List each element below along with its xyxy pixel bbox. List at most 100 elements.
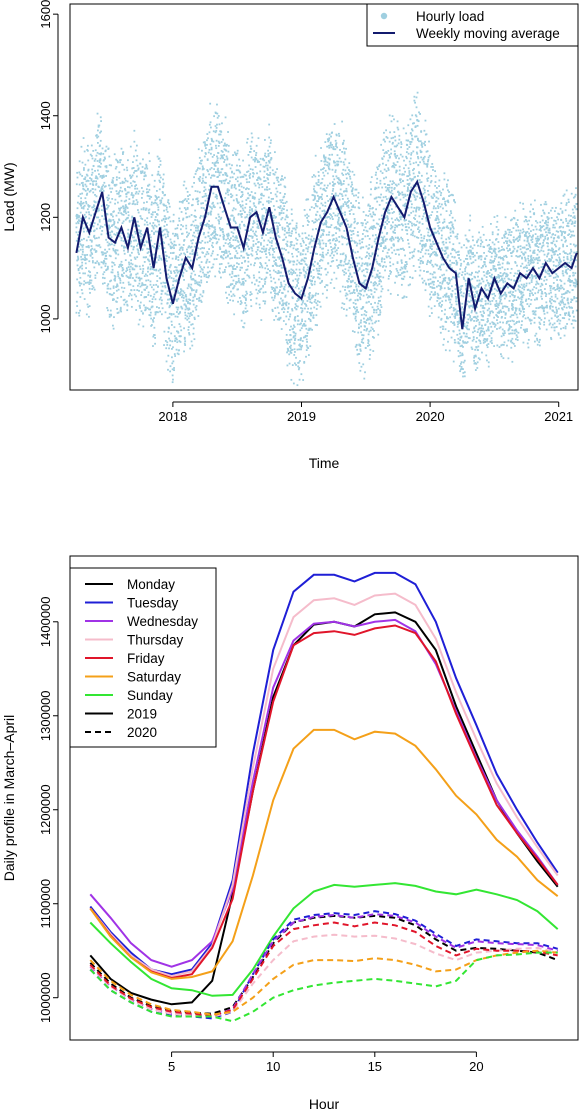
load-point — [351, 239, 354, 242]
load-point — [112, 299, 114, 301]
load-point — [259, 250, 262, 253]
load-point — [120, 147, 123, 150]
load-point — [358, 202, 360, 204]
load-point — [417, 155, 419, 158]
load-point — [201, 247, 204, 249]
load-point — [189, 246, 192, 249]
load-point — [295, 237, 297, 240]
load-point — [396, 154, 399, 157]
load-point — [317, 200, 320, 203]
load-point — [271, 232, 274, 234]
load-point — [386, 210, 389, 213]
load-point — [202, 180, 204, 182]
load-point — [255, 242, 257, 245]
load-point — [188, 194, 191, 196]
load-point — [299, 339, 302, 342]
load-point — [202, 290, 205, 292]
load-point — [179, 288, 182, 291]
load-point — [186, 287, 189, 290]
load-point — [402, 224, 404, 227]
load-point — [93, 222, 96, 225]
load-point — [243, 271, 246, 274]
load-point — [171, 295, 174, 298]
load-point — [269, 171, 272, 174]
load-point — [156, 230, 159, 233]
load-point — [119, 207, 121, 210]
load-point — [146, 217, 149, 220]
load-point — [336, 177, 339, 180]
load-point — [230, 185, 233, 188]
load-point — [133, 245, 135, 248]
load-point — [253, 197, 256, 200]
load-point — [387, 184, 389, 186]
load-point — [135, 295, 138, 298]
load-point — [378, 165, 380, 168]
load-point — [330, 146, 333, 149]
load-point — [272, 219, 275, 222]
load-point — [357, 269, 360, 272]
load-point — [201, 177, 204, 180]
load-point — [97, 125, 100, 128]
load-point — [250, 140, 253, 143]
load-point — [258, 271, 261, 274]
load-point — [128, 198, 131, 200]
load-point — [408, 184, 410, 186]
load-point — [289, 346, 291, 348]
load-point — [329, 213, 331, 215]
load-point — [221, 122, 223, 125]
load-point — [321, 178, 324, 180]
load-point — [227, 234, 230, 237]
load-point — [250, 263, 252, 266]
load-point — [317, 242, 320, 245]
load-point — [335, 227, 338, 230]
load-point — [112, 287, 115, 289]
load-point — [266, 220, 269, 222]
load-point — [403, 249, 405, 251]
load-point — [129, 270, 131, 273]
load-point — [383, 155, 385, 158]
load-point — [317, 181, 320, 183]
load-point — [301, 307, 304, 310]
load-point — [397, 294, 399, 296]
load-point — [179, 341, 182, 343]
load-point — [134, 232, 137, 235]
load-point — [104, 265, 107, 267]
load-point — [331, 256, 334, 259]
load-point — [166, 230, 169, 233]
load-point — [120, 237, 123, 239]
load-point — [176, 311, 178, 313]
load-point — [265, 234, 267, 236]
load-point — [272, 264, 275, 267]
load-point — [339, 188, 342, 191]
load-point — [267, 214, 270, 217]
load-point — [412, 184, 415, 187]
load-point — [153, 334, 156, 336]
load-point — [261, 194, 263, 197]
load-point — [375, 187, 378, 190]
load-point — [320, 258, 322, 261]
load-point — [157, 269, 160, 272]
load-point — [340, 259, 343, 262]
load-point — [416, 91, 419, 94]
load-point — [313, 306, 316, 309]
load-point — [398, 173, 401, 176]
load-point — [282, 202, 285, 205]
load-point — [338, 157, 341, 160]
load-point — [392, 231, 395, 234]
load-point — [118, 171, 121, 174]
load-point — [77, 250, 80, 253]
load-point — [317, 276, 320, 279]
load-point — [122, 268, 125, 271]
load-point — [168, 337, 170, 340]
load-point — [166, 255, 168, 258]
load-point — [233, 186, 236, 189]
load-point — [186, 318, 189, 321]
load-point — [80, 217, 82, 220]
load-point — [318, 269, 321, 272]
load-point — [125, 205, 128, 208]
load-point — [430, 180, 433, 182]
load-point — [322, 256, 325, 259]
load-point — [376, 273, 379, 276]
load-point — [369, 207, 371, 210]
load-point — [135, 191, 138, 193]
